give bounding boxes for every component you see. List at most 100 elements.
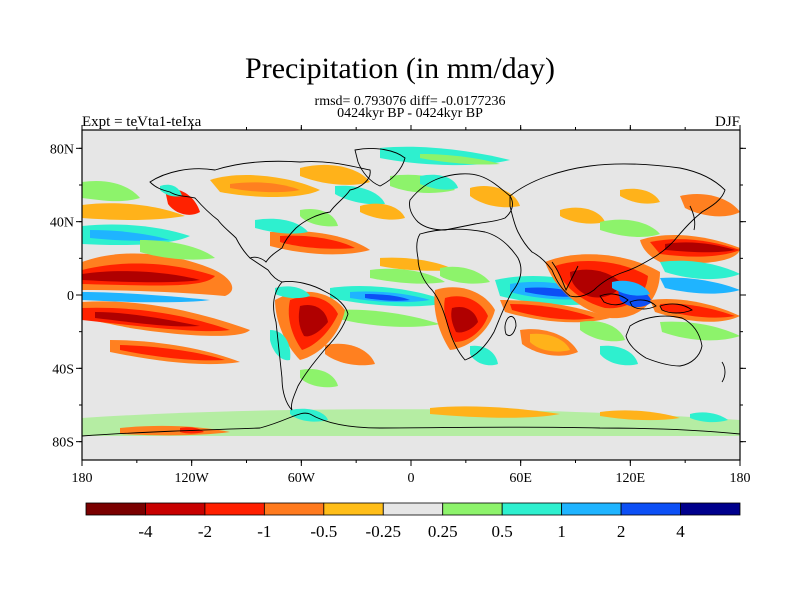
anomaly-patch	[680, 193, 740, 217]
plot-title: Precipitation (in mm/day)	[245, 52, 555, 85]
anomaly-patch	[660, 303, 735, 318]
colorbar-swatch	[680, 502, 741, 516]
coastline-india	[551, 261, 579, 292]
colorbar-label: 2	[617, 522, 626, 541]
lat-tick-label: 40N	[50, 216, 74, 231]
coastline-south-america	[273, 281, 349, 411]
anomaly-patch	[120, 345, 225, 361]
colorbar-swatch	[204, 502, 265, 516]
anomaly-patch	[82, 292, 210, 303]
anomaly-patch	[82, 203, 185, 220]
colorbar-swatch	[323, 502, 384, 516]
anomaly-patch	[160, 184, 182, 197]
colorbar-label: -0.5	[310, 522, 337, 541]
anomaly-patch	[365, 294, 410, 301]
colorbar-label: -2	[198, 522, 212, 541]
anomaly-patch	[660, 321, 740, 341]
anomaly-patch	[82, 436, 740, 460]
anomaly-patch	[430, 406, 560, 418]
coastline-madagascar	[504, 315, 517, 337]
lat-tick-label: 80N	[50, 142, 74, 157]
anomaly-patch	[470, 345, 498, 366]
colorbar-label: 0.5	[492, 522, 513, 541]
colorbar-swatch	[145, 502, 206, 516]
colorbar-label: 4	[676, 522, 685, 541]
coastline-africa	[416, 228, 522, 361]
coastline-new-zealand	[721, 361, 726, 383]
anomaly-patch	[300, 164, 370, 185]
anomaly-patch	[570, 269, 622, 298]
anomaly-patch	[451, 306, 478, 333]
anomaly-patch	[600, 410, 680, 421]
anomaly-patch	[420, 154, 500, 165]
coastline-islands	[659, 303, 693, 314]
anomaly-patch	[360, 203, 405, 220]
anomaly-patch	[370, 268, 445, 284]
anomaly-patch	[510, 304, 595, 320]
coastline-europe	[409, 173, 513, 231]
colorbar-swatch	[263, 502, 325, 516]
anomaly-patch	[82, 180, 140, 202]
anomaly-patch	[335, 309, 440, 327]
anomaly-patch	[140, 240, 215, 260]
coastline-islands	[629, 299, 657, 310]
lon-tick-label: 60W	[288, 471, 316, 486]
anomaly-patch	[560, 207, 605, 224]
anomaly-patch	[90, 230, 170, 241]
anomaly-patch	[440, 266, 490, 284]
anomaly-patch	[275, 286, 310, 299]
lat-tick-label: 40S	[52, 362, 74, 377]
coastline-asia	[509, 163, 726, 298]
anomaly-patch	[280, 235, 355, 249]
lon-tick-label: 60E	[509, 471, 532, 486]
anomaly-patch	[665, 242, 735, 253]
lon-tick-label: 180	[72, 471, 93, 486]
season-label: DJF	[714, 114, 740, 130]
colorbar-swatch	[620, 502, 681, 516]
coastline-islands	[599, 293, 629, 306]
anomaly-patch	[660, 260, 740, 280]
anomaly-patch	[660, 277, 740, 294]
stats-line: rmsd= 0.793076 diff= -0.0177236	[314, 94, 506, 109]
colorbar-swatch	[85, 502, 146, 516]
colorbar-swatch	[501, 502, 563, 516]
anomaly-patch	[335, 185, 385, 205]
anomaly-patch	[298, 304, 328, 337]
lon-tick-label: 120E	[616, 471, 646, 486]
anomaly-patch	[420, 174, 458, 190]
lat-tick-label: 80S	[52, 436, 74, 451]
colorbar-swatch	[442, 502, 503, 516]
anomaly-patch	[530, 333, 570, 352]
anomaly-patch	[620, 188, 660, 204]
anomaly-patch	[300, 208, 338, 227]
colorbar-swatch	[561, 502, 622, 516]
colorbar-label: -1	[257, 522, 271, 541]
coastline-north-america	[149, 160, 371, 263]
anomaly-patch	[120, 425, 230, 436]
anomaly-patch	[270, 330, 291, 361]
coastlines	[82, 147, 740, 437]
lon-tick-label: 0	[408, 471, 415, 486]
anomaly-patch	[230, 182, 300, 193]
lat-tick-label: 0	[67, 289, 74, 304]
coastline-australia	[625, 315, 703, 367]
anomaly-patch	[255, 218, 308, 234]
anomaly-patch	[580, 320, 625, 342]
experiment-label: Expt = teVta1-teIxa	[82, 114, 202, 130]
anomaly-field	[82, 146, 740, 460]
lon-tick-label: 180	[730, 471, 751, 486]
anomaly-patch	[95, 312, 200, 327]
coastline-antarctica	[82, 412, 740, 437]
colorbar-label: -4	[138, 522, 153, 541]
coastline-greenland	[354, 147, 406, 187]
anomaly-patch	[300, 368, 338, 388]
anomaly-patch	[600, 345, 638, 366]
colorbar-label: 1	[557, 522, 566, 541]
anomaly-patch	[690, 412, 728, 423]
anomaly-patch	[325, 343, 375, 366]
colorbar-label: 0.25	[428, 522, 458, 541]
anomaly-patch	[82, 271, 200, 283]
anomaly-patch	[380, 257, 455, 271]
colorbar-label: -0.25	[366, 522, 401, 541]
